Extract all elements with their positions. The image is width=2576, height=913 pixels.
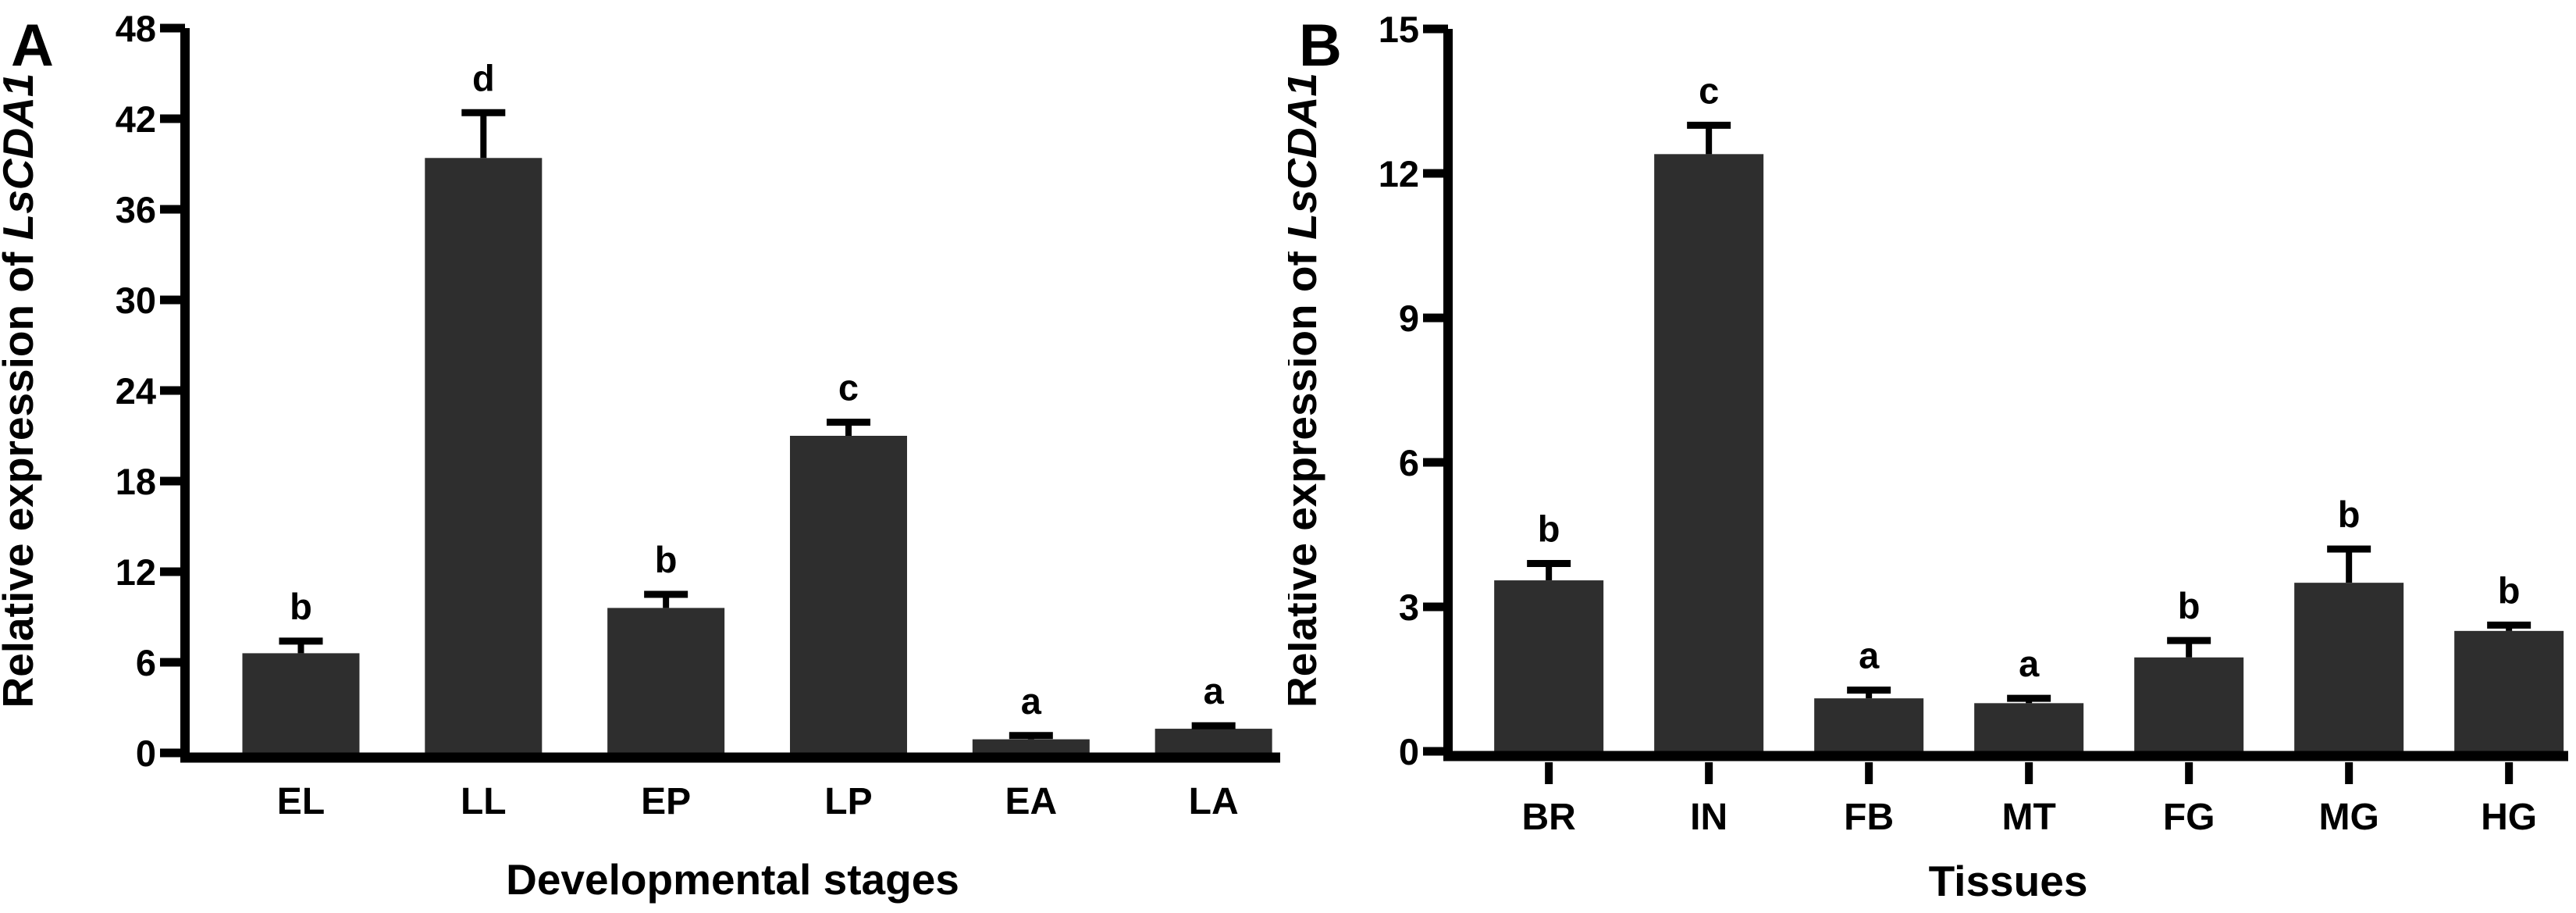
sig-letter-EL: b bbox=[290, 586, 312, 627]
panel-a: b d b c a a 0 6 12 18 24 30 36 42 48 EL LL EP LP EA LA Develo… bbox=[0, 8, 1280, 904]
x-category-label-MT: MT bbox=[2001, 797, 2055, 838]
sig-letter-FG: b bbox=[2178, 585, 2201, 626]
y-tick-label: 3 bbox=[1399, 587, 1419, 628]
panel-b-chart-svg: b c a a b b b 0 3 6 9 12 15 BR IN FB MT FG MG HG Tissues Rela… bbox=[1288, 9, 2568, 905]
sig-letter-EA: a bbox=[1021, 680, 1042, 722]
x-category-label-IN: IN bbox=[1690, 797, 1727, 838]
x-category-label-FG: FG bbox=[2163, 797, 2215, 838]
bar-LL bbox=[425, 158, 543, 759]
bar-IN bbox=[1654, 154, 1764, 758]
panel-letter-b: B bbox=[1299, 12, 1342, 79]
x-category-label-LA: LA bbox=[1189, 781, 1239, 822]
sig-letter-HG: b bbox=[2498, 569, 2521, 611]
x-category-label-BR: BR bbox=[1521, 797, 1575, 838]
y-tick-label: 15 bbox=[1379, 9, 1419, 50]
y-tick-label: 48 bbox=[116, 8, 156, 49]
y-tick-label: 0 bbox=[1399, 731, 1419, 772]
y-tick-label: 36 bbox=[116, 189, 156, 230]
x-category-label-EP: EP bbox=[641, 781, 691, 822]
y-tick-label: 12 bbox=[1379, 153, 1419, 194]
sig-letter-LL: d bbox=[472, 57, 495, 98]
bar-MG bbox=[2294, 583, 2404, 758]
bar-FG bbox=[2134, 657, 2244, 758]
sig-letter-IN: c bbox=[1699, 70, 1719, 111]
x-category-label-LL: LL bbox=[461, 781, 507, 822]
y-tick-label: 18 bbox=[116, 461, 156, 502]
x-axis-title: Developmental stages bbox=[506, 855, 959, 904]
y-axis-title: Relative expression of LsCDA1 bbox=[0, 73, 42, 708]
y-tick-label: 42 bbox=[116, 98, 156, 140]
sig-letter-MT: a bbox=[2019, 643, 2040, 684]
x-axis-title: Tissues bbox=[1929, 857, 2088, 905]
x-category-label-MG: MG bbox=[2318, 797, 2379, 838]
sig-letter-FB: a bbox=[1859, 635, 1880, 676]
panel-letter-a: A bbox=[11, 12, 54, 79]
bar-EL bbox=[242, 653, 360, 759]
bar-HG bbox=[2454, 630, 2564, 758]
sig-letter-EP: b bbox=[655, 539, 678, 580]
bar-MT bbox=[1974, 703, 2084, 758]
y-axis-title: Relative expression of LsCDA1 bbox=[1288, 73, 1325, 708]
bar-EP bbox=[607, 608, 725, 759]
y-tick-label: 12 bbox=[116, 551, 156, 593]
bar-LP bbox=[789, 436, 907, 759]
sig-letter-BR: b bbox=[1538, 508, 1560, 550]
x-category-label-EA: EA bbox=[1005, 781, 1057, 822]
x-category-label-FB: FB bbox=[1844, 797, 1894, 838]
bar-FB bbox=[1814, 698, 1924, 758]
y-tick-label: 9 bbox=[1399, 298, 1419, 339]
y-tick-label: 30 bbox=[116, 280, 156, 321]
x-category-label-LP: LP bbox=[824, 781, 872, 822]
y-tick-label: 6 bbox=[1399, 442, 1419, 483]
x-category-label-HG: HG bbox=[2481, 797, 2537, 838]
panel-b: b c a a b b b 0 3 6 9 12 15 BR IN FB MT FG MG HG Tissues Rela… bbox=[1288, 0, 2576, 913]
bar-BR bbox=[1494, 580, 1604, 758]
y-tick-label: 24 bbox=[116, 370, 156, 412]
sig-letter-LA: a bbox=[1204, 670, 1225, 711]
sig-letter-MG: b bbox=[2338, 494, 2361, 535]
y-tick-label: 6 bbox=[136, 642, 156, 683]
x-category-label-EL: EL bbox=[277, 781, 325, 822]
y-tick-label: 0 bbox=[136, 733, 156, 774]
sig-letter-LP: c bbox=[838, 367, 859, 408]
panel-a-chart-svg: b d b c a a 0 6 12 18 24 30 36 42 48 EL LL EP LP EA LA Develo… bbox=[0, 8, 1280, 904]
